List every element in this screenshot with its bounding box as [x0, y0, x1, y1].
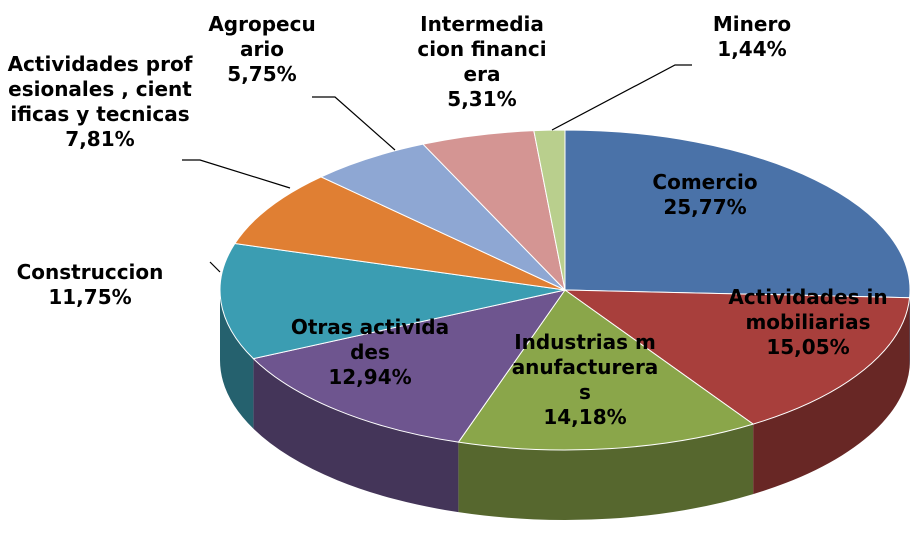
- leader-line: [312, 96, 396, 151]
- category-name: Actividades profesionales , cientificas …: [7, 52, 193, 126]
- value-label: 12,94%: [328, 365, 412, 389]
- slice-side: [753, 297, 910, 495]
- slice-label: Actividades profesionales , cientificas …: [5, 52, 195, 152]
- value-label: 1,44%: [717, 37, 787, 61]
- category-name: Agropecuario: [208, 12, 316, 61]
- category-name: Intermediacion financiera: [417, 12, 547, 86]
- slice: [252, 289, 567, 443]
- slice-side: [458, 424, 754, 520]
- slice: [234, 176, 566, 291]
- value-label: 11,75%: [48, 285, 132, 309]
- category-name: Actividades inmobiliarias: [728, 285, 888, 334]
- value-label: 15,05%: [766, 335, 850, 359]
- category-name: Minero: [712, 12, 792, 36]
- category-name: Construccion: [16, 260, 164, 284]
- value-label: 14,18%: [543, 405, 627, 429]
- slice-label: Minero 1,44%: [697, 12, 807, 62]
- value-label: 5,31%: [447, 87, 517, 111]
- leader-line: [209, 261, 221, 273]
- category-name: Industrias manufactureras: [511, 330, 659, 404]
- category-name: Otras actividades: [290, 315, 450, 364]
- value-label: 25,77%: [663, 195, 747, 219]
- slice-label: Otras actividades 12,94%: [290, 315, 450, 390]
- slice-label: Comercio 25,77%: [620, 170, 790, 220]
- value-label: 5,75%: [227, 62, 297, 86]
- category-name: Comercio: [652, 170, 758, 194]
- slice: [564, 129, 911, 299]
- slice-label: Industrias manufactureras 14,18%: [510, 330, 660, 430]
- slice: [457, 289, 755, 451]
- slice: [219, 242, 566, 360]
- slice-label: Intermediacion financiera 5,31%: [417, 12, 547, 112]
- slice: [319, 143, 566, 291]
- slice: [533, 129, 566, 291]
- slice-side: [253, 358, 459, 513]
- slice-side: [220, 290, 254, 429]
- slice-label: Construccion 11,75%: [0, 260, 180, 310]
- leader-line: [182, 159, 291, 189]
- leader-line: [551, 64, 692, 131]
- slice: [563, 289, 911, 425]
- slices: [219, 129, 911, 520]
- slice-label: Actividades inmobiliarias 15,05%: [718, 285, 898, 360]
- value-label: 7,81%: [65, 127, 135, 151]
- slice-label: Agropecuario 5,75%: [207, 12, 317, 87]
